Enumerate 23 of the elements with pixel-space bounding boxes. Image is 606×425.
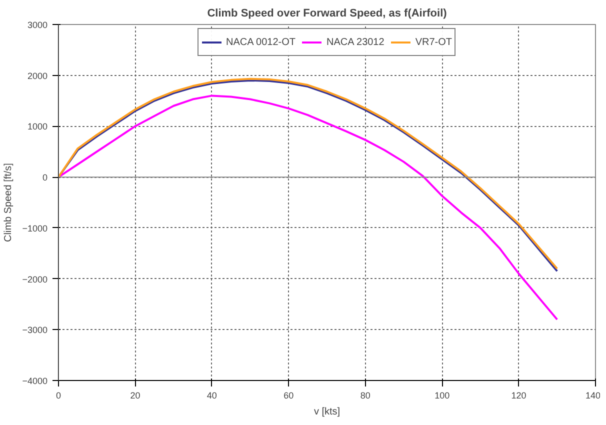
- x-tick-label: 20: [130, 390, 140, 400]
- legend-label: VR7-OT: [415, 36, 452, 48]
- chart-title: Climb Speed over Forward Speed, as f(Airfoil): [207, 8, 448, 20]
- legend-label: NACA 23012: [326, 36, 384, 48]
- y-tick-label: −4000: [22, 376, 48, 386]
- y-tick-label: 1000: [27, 122, 48, 132]
- x-tick-label: 40: [206, 390, 217, 400]
- y-tick-label: −3000: [22, 325, 48, 336]
- x-tick-label: 120: [511, 390, 526, 400]
- y-tick-label: −1000: [22, 223, 48, 234]
- y-tick-label: 3000: [27, 20, 48, 30]
- x-tick-label: 60: [284, 390, 294, 400]
- x-tick-label: 80: [360, 390, 370, 400]
- x-axis-title: v [kts]: [314, 406, 340, 418]
- x-tick-label: 140: [585, 390, 601, 400]
- x-tick-label: 100: [434, 390, 450, 400]
- y-tick-label: 0: [42, 172, 48, 183]
- y-axis-title: Climb Speed [ft/s]: [3, 162, 14, 242]
- y-tick-label: 2000: [27, 70, 48, 81]
- line-series: [58, 94, 558, 320]
- y-tick-label: −2000: [22, 274, 48, 284]
- legend-label: NACA 0012-OT: [226, 36, 296, 48]
- x-tick-label: 0: [56, 390, 62, 400]
